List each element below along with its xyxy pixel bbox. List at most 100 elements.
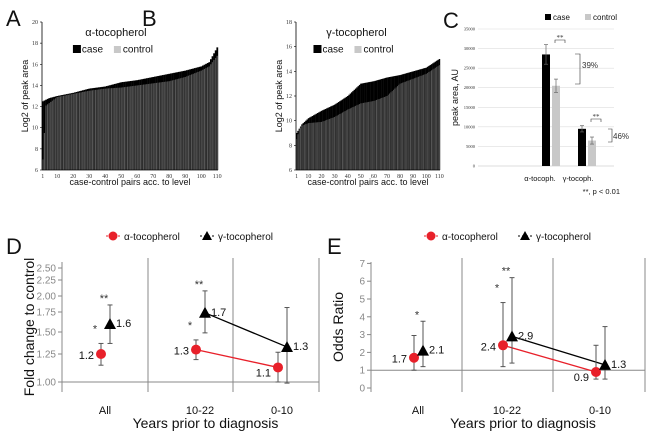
y-tick-label: 10 <box>32 126 38 132</box>
y-tick-label: 2 <box>359 348 365 359</box>
control-bar <box>351 107 353 170</box>
control-bar <box>102 88 105 170</box>
control-bar <box>69 94 71 170</box>
legend-swatch-control <box>113 46 121 53</box>
alpha-value-label: 1.3 <box>174 346 189 358</box>
control-bar <box>368 101 370 170</box>
control-bar <box>340 113 342 170</box>
control-bar <box>91 90 94 170</box>
control-bar <box>335 116 337 170</box>
control-bar <box>339 114 341 170</box>
y-tick-label: 1 <box>359 366 365 377</box>
control-bar <box>588 140 596 166</box>
legend-swatch-control <box>585 14 591 20</box>
control-bar <box>86 91 89 170</box>
control-bar <box>104 88 106 170</box>
control-bar <box>323 120 325 170</box>
control-bar <box>408 80 410 170</box>
gamma-point <box>599 358 611 370</box>
chart-title: α-tocopherol <box>85 27 146 39</box>
control-bar <box>168 81 170 170</box>
gamma-value-label: 1.7 <box>211 307 226 319</box>
control-bar <box>134 85 137 170</box>
control-bar <box>214 57 217 170</box>
category-label: All <box>99 405 111 417</box>
gamma-point <box>199 306 211 318</box>
control-bar <box>206 67 209 170</box>
x-tick-label: 80 <box>397 174 403 180</box>
control-bar <box>318 122 320 170</box>
x-tick-label: 80 <box>166 174 172 180</box>
diff-annotation: 39% <box>582 61 598 70</box>
control-bar <box>67 94 70 170</box>
control-bar <box>109 88 111 170</box>
y-axis-label: Log2 of peak area <box>274 60 284 133</box>
significance-marker: ** <box>502 266 511 278</box>
sig-annotation: ** <box>593 113 601 121</box>
control-bar <box>421 75 423 170</box>
control-bar <box>381 97 383 170</box>
control-bar <box>211 62 214 170</box>
control-bar <box>307 123 309 170</box>
gamma-point <box>417 344 429 356</box>
y-tick-label: 14 <box>32 83 38 89</box>
control-bar <box>58 96 60 170</box>
legend-label-control: control <box>363 45 393 56</box>
control-bar <box>436 66 438 170</box>
legend-label-control: control <box>593 13 617 22</box>
x-tick-label: 90 <box>410 174 416 180</box>
panel-label-c: C <box>443 8 459 33</box>
control-bar <box>373 100 375 170</box>
y-tick-label: 0 <box>473 164 476 169</box>
control-bar <box>412 78 414 170</box>
case-bar <box>42 101 44 170</box>
y-tick-label: 1.75 <box>37 308 57 319</box>
control-bar <box>304 124 306 170</box>
control-bar <box>205 68 207 170</box>
y-tick-label: 6 <box>35 168 38 174</box>
control-bar <box>345 110 347 170</box>
control-bar <box>189 75 191 170</box>
alpha-point <box>191 344 201 355</box>
alpha-point <box>96 349 106 359</box>
control-bar <box>43 133 46 170</box>
control-bar <box>361 103 363 170</box>
significance-marker: ** <box>100 293 109 305</box>
significance-marker: * <box>415 309 420 321</box>
control-bar <box>90 90 92 170</box>
control-bar <box>163 81 166 170</box>
control-bar <box>355 105 357 170</box>
control-bar <box>192 73 194 170</box>
control-bar <box>314 122 316 170</box>
control-bar <box>372 101 374 170</box>
control-bar <box>311 122 313 170</box>
control-bar <box>317 122 319 170</box>
alpha-trend-line <box>502 344 597 373</box>
x-tick-label: 110 <box>435 174 444 180</box>
alpha-point <box>498 340 508 351</box>
control-bar <box>147 83 150 170</box>
alpha-value-label: 1.2 <box>79 350 94 362</box>
category-label: α-tocoph. <box>524 174 555 183</box>
alpha-value-label: 2.4 <box>481 341 496 353</box>
alpha-value-label: 1.1 <box>256 367 271 379</box>
legend-label-case: case <box>322 45 344 56</box>
control-bar <box>390 92 392 170</box>
control-bar <box>433 68 435 170</box>
control-bar <box>328 118 330 170</box>
x-tick-label: 10 <box>305 174 311 180</box>
control-bar <box>331 117 333 170</box>
x-tick-label: 20 <box>319 174 325 180</box>
control-bar <box>365 102 367 170</box>
control-bar <box>413 78 415 170</box>
control-bar <box>389 93 391 170</box>
control-bar <box>139 85 142 170</box>
control-bar <box>427 72 429 170</box>
y-tick-label: 10 <box>286 119 292 125</box>
control-bar <box>62 95 65 170</box>
control-bar <box>334 116 336 170</box>
control-bar <box>406 81 408 170</box>
